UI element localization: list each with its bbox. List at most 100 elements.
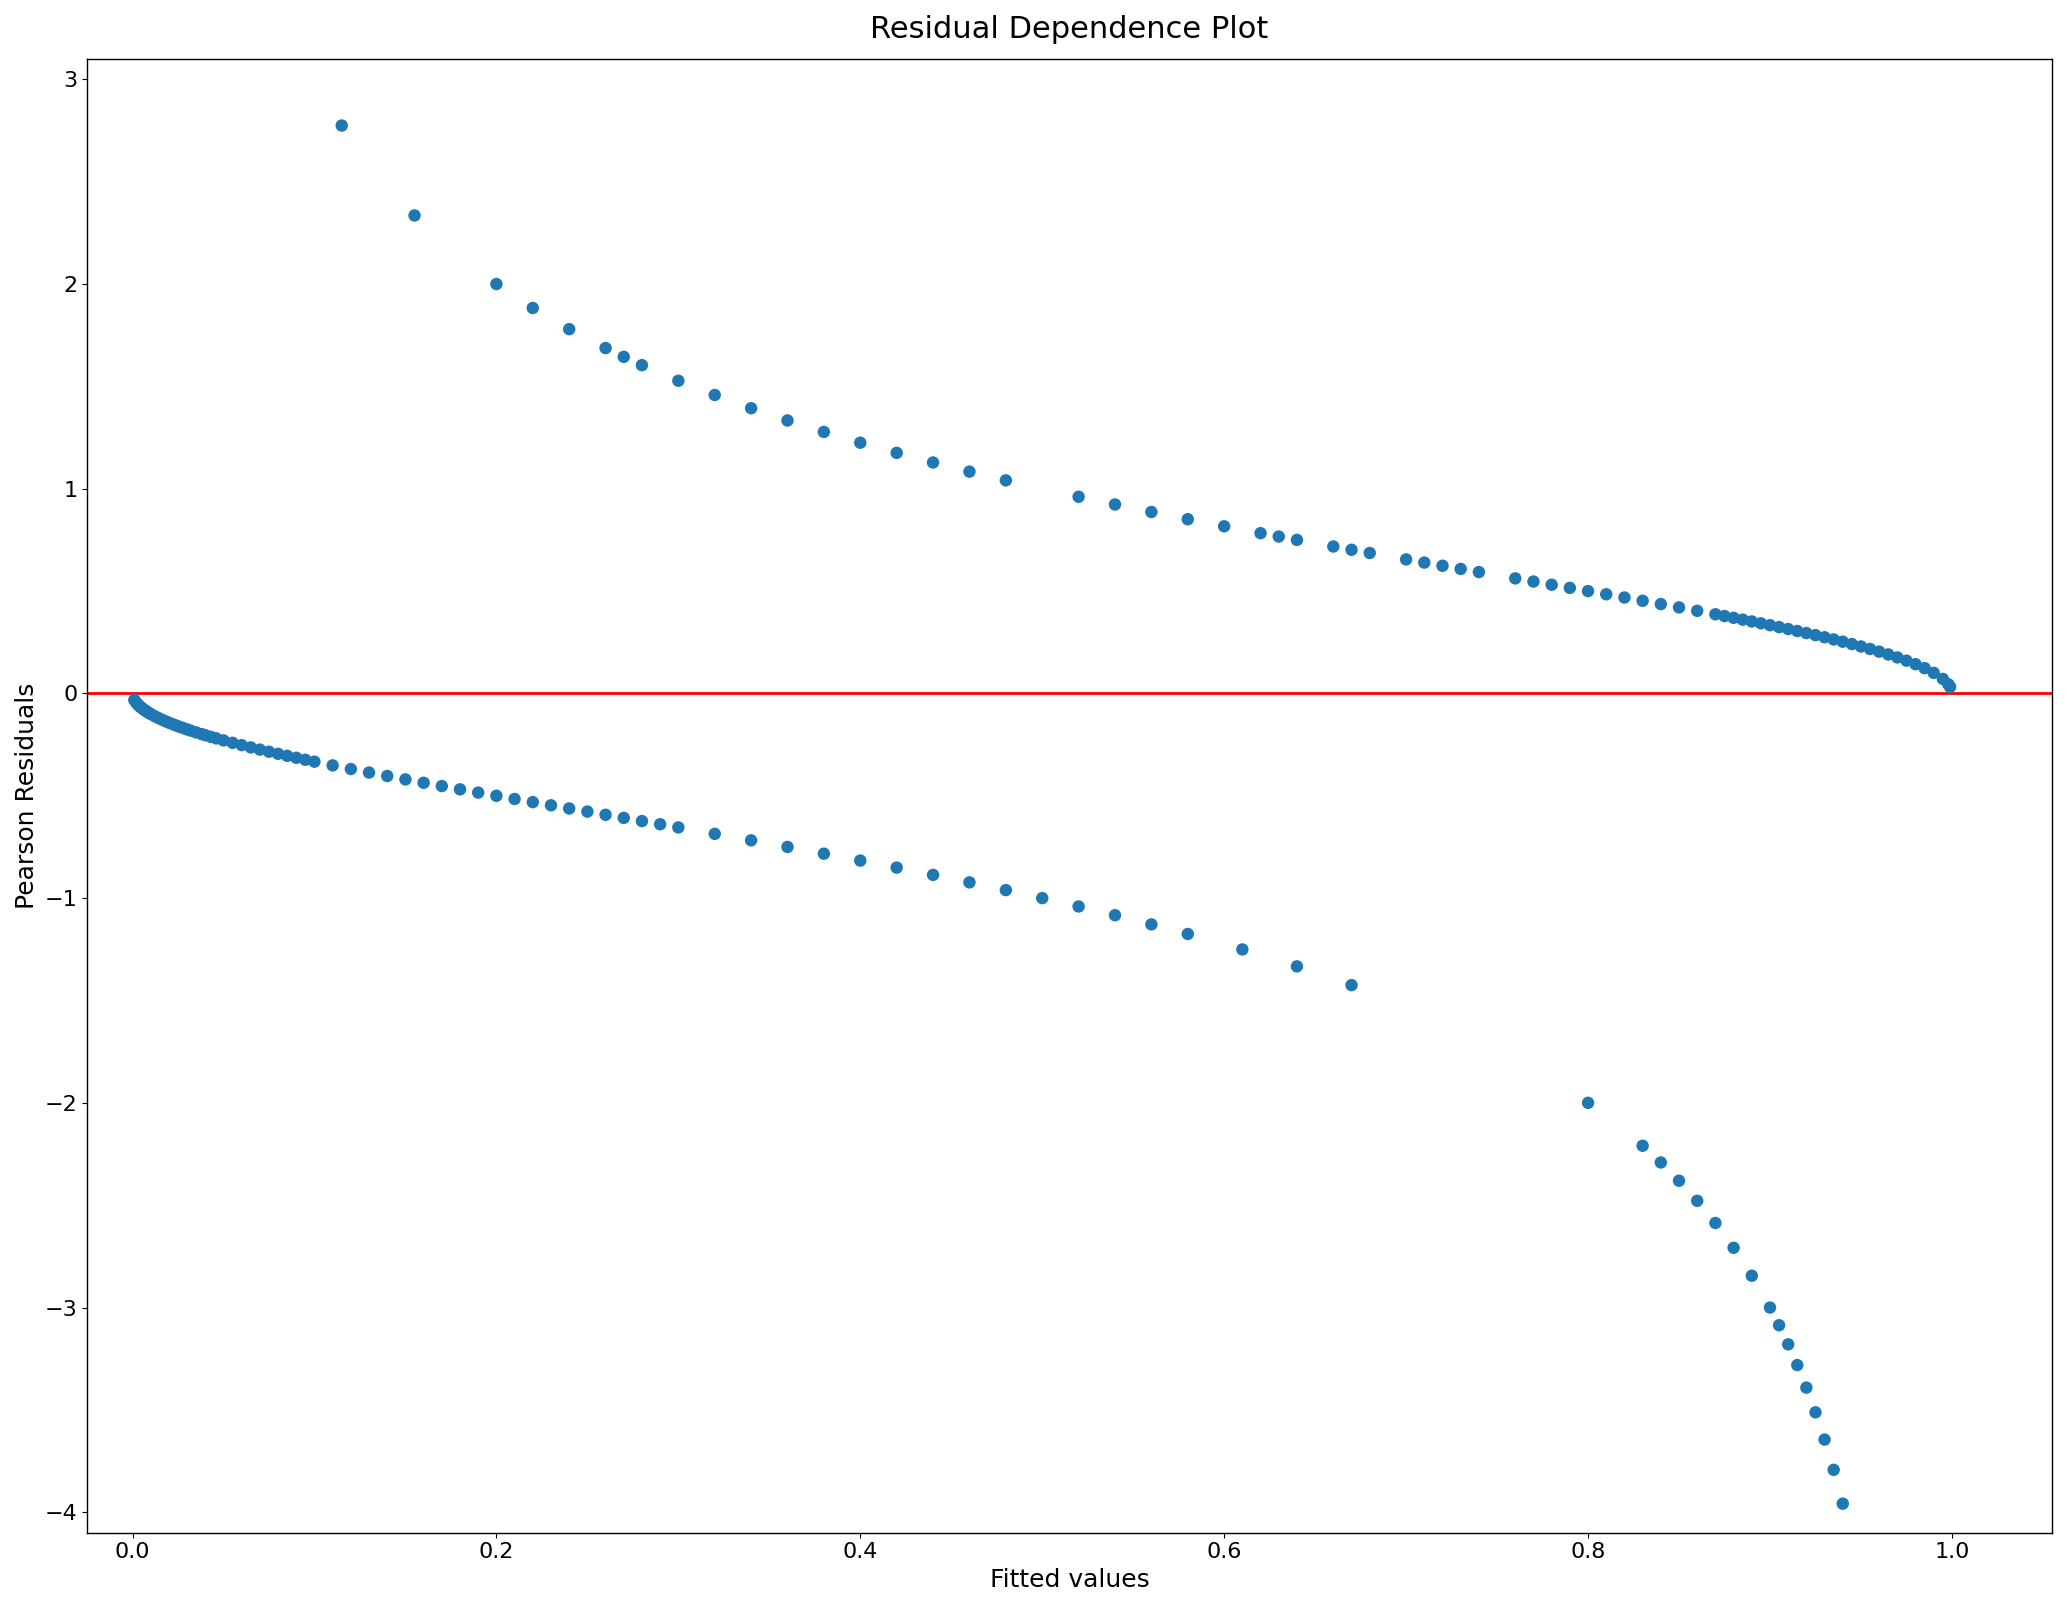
Point <box>552 317 585 342</box>
Point <box>444 776 477 802</box>
Point <box>552 795 585 821</box>
Point <box>1172 921 1205 947</box>
Point <box>149 709 182 734</box>
Point <box>1918 660 1951 686</box>
Point <box>1536 572 1569 598</box>
Point <box>155 712 188 738</box>
Point <box>608 344 641 370</box>
Point <box>1461 559 1494 585</box>
Point <box>1662 1168 1695 1194</box>
Point <box>1753 612 1786 638</box>
Point <box>1098 903 1131 929</box>
Point <box>1881 644 1914 670</box>
Point <box>1798 1400 1831 1425</box>
Point <box>1844 633 1877 659</box>
Point <box>1062 484 1096 509</box>
Point <box>1627 1133 1660 1159</box>
Point <box>1408 550 1441 575</box>
Point <box>163 714 196 739</box>
Point <box>808 419 841 445</box>
Point <box>1908 656 1941 681</box>
Point <box>734 828 767 853</box>
Point <box>1207 513 1240 538</box>
Point <box>1172 506 1205 532</box>
Point <box>1571 1090 1604 1115</box>
Point <box>172 717 205 742</box>
Point <box>159 712 192 738</box>
Point <box>132 701 165 726</box>
Point <box>1790 620 1823 646</box>
Point <box>225 733 258 759</box>
Point <box>1900 651 1933 677</box>
Point <box>1680 1188 1714 1213</box>
Point <box>517 296 550 321</box>
Point <box>1643 1149 1676 1175</box>
Point <box>263 741 296 767</box>
Point <box>1827 1491 1860 1517</box>
Point <box>1098 492 1131 517</box>
Title: Residual Dependence Plot: Residual Dependence Plot <box>870 14 1269 43</box>
Point <box>389 767 422 792</box>
Point <box>1817 627 1850 652</box>
Point <box>134 701 167 726</box>
Point <box>118 688 151 714</box>
Point <box>325 112 358 138</box>
Point <box>1517 569 1550 595</box>
Point <box>1933 673 1966 699</box>
Point <box>1135 500 1168 525</box>
Point <box>1745 611 1778 636</box>
Point <box>1699 601 1732 627</box>
Point <box>1389 546 1422 572</box>
Point <box>298 749 331 775</box>
Point <box>1699 1210 1732 1236</box>
Point <box>1335 972 1368 998</box>
X-axis label: Fitted values: Fitted values <box>990 1568 1149 1593</box>
Point <box>1726 607 1759 633</box>
Point <box>1798 622 1831 648</box>
Point <box>1736 1263 1769 1289</box>
Point <box>699 382 732 408</box>
Point <box>643 812 676 837</box>
Point <box>353 760 387 786</box>
Point <box>188 723 221 749</box>
Point <box>1736 609 1769 635</box>
Point <box>1862 640 1895 665</box>
Point <box>138 704 172 730</box>
Point <box>1835 1530 1869 1556</box>
Y-axis label: Pearson Residuals: Pearson Residuals <box>14 683 39 910</box>
Point <box>1279 953 1313 979</box>
Point <box>1135 911 1168 937</box>
Point <box>1426 553 1459 579</box>
Point <box>1763 614 1796 640</box>
Point <box>1753 1295 1786 1321</box>
Point <box>1889 648 1922 673</box>
Point <box>1279 527 1313 553</box>
Point <box>1244 521 1277 546</box>
Point <box>180 720 213 746</box>
Point <box>194 725 227 750</box>
Point <box>1718 604 1751 630</box>
Point <box>1817 1458 1850 1483</box>
Point <box>126 696 159 722</box>
Point <box>661 815 695 840</box>
Point <box>608 805 641 831</box>
Point <box>1627 588 1660 614</box>
Point <box>316 752 349 778</box>
Point <box>480 272 513 297</box>
Point <box>881 440 914 466</box>
Point <box>1771 1332 1804 1358</box>
Point <box>916 861 949 887</box>
Point <box>1025 885 1058 911</box>
Point <box>1335 537 1368 562</box>
Point <box>426 773 459 799</box>
Point <box>771 834 804 860</box>
Point <box>200 725 234 750</box>
Point <box>589 802 622 828</box>
Point <box>626 808 659 834</box>
Point <box>289 747 322 773</box>
Point <box>589 336 622 362</box>
Point <box>145 707 178 733</box>
Point <box>517 789 550 815</box>
Point <box>234 734 267 760</box>
Point <box>1643 591 1676 617</box>
